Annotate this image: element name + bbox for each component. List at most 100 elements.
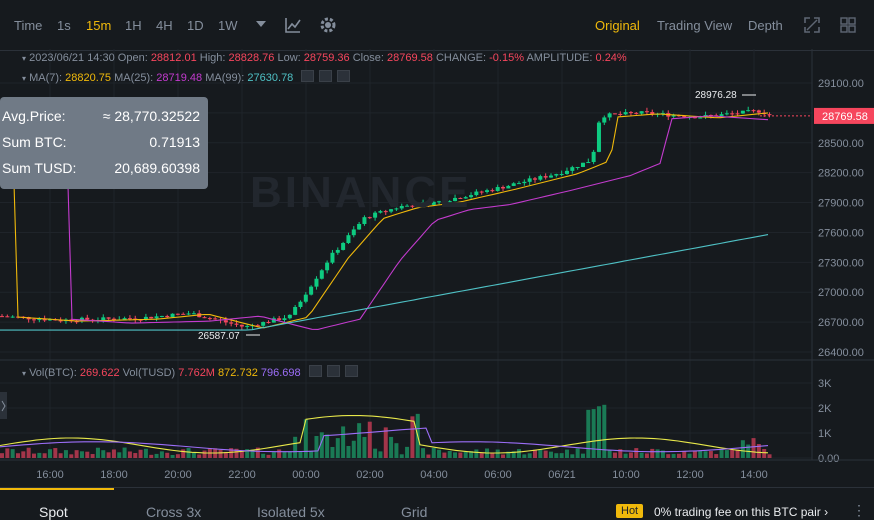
last-price-tag (814, 107, 874, 124)
volume-bar (117, 452, 122, 458)
ma99-line (0, 234, 769, 331)
vol-close-icon[interactable] (344, 365, 358, 377)
price-tick-label: 28500.00 (818, 138, 864, 150)
layout-grid-icon[interactable] (840, 17, 856, 33)
volume-bar (170, 454, 175, 458)
candle-body (607, 113, 612, 118)
vol-ma2-value: 796.698 (260, 367, 301, 379)
last-price-label: 28769.58 (822, 111, 868, 123)
view-depth[interactable]: Depth (748, 18, 783, 33)
high-value: 28828.76 (228, 52, 275, 64)
interval-1s[interactable]: 1s (57, 18, 71, 33)
candle-body (399, 205, 404, 209)
volume-bar (399, 454, 404, 458)
ma7-value: 28820.75 (65, 72, 112, 84)
volume-bar (197, 454, 202, 458)
candle-body (325, 262, 330, 271)
vol-settings-icon[interactable] (326, 365, 340, 377)
vol-tusd-value: 7.762M (178, 367, 215, 379)
tab-grid[interactable]: Grid (401, 504, 428, 520)
vol-eye-icon[interactable] (308, 365, 322, 377)
ma7-line (0, 112, 769, 329)
candle-body (191, 313, 196, 315)
price-tick-label: 27600.00 (818, 227, 864, 239)
candle-body (538, 176, 543, 180)
interval-1d[interactable]: 1D (187, 18, 204, 33)
view-original[interactable]: Original (595, 18, 640, 33)
candle-body (463, 197, 468, 199)
volume-bar (138, 449, 143, 458)
volume-bar (325, 434, 330, 458)
volume-bar (367, 421, 372, 458)
collapse-panel-handle[interactable] (0, 392, 8, 420)
candle-body (202, 317, 207, 319)
volume-bar (644, 453, 649, 458)
tab-cross[interactable]: Cross 3x (146, 504, 202, 520)
candle-body (175, 313, 180, 315)
candlestick-chart[interactable]: 29100.0028800.0028500.0028200.0027900.00… (0, 49, 874, 487)
candle-body (314, 278, 319, 287)
ma99-value: 27630.78 (247, 72, 294, 84)
interval-1w[interactable]: 1W (218, 18, 238, 33)
time-tick-label: 16:00 (36, 469, 64, 481)
volume-bar (612, 452, 617, 458)
volume-bar (474, 449, 479, 458)
volume-bar (165, 452, 170, 458)
candle-body (170, 313, 175, 318)
volume-bar (517, 449, 522, 458)
volume-bar (533, 449, 537, 458)
volume-bar (0, 453, 4, 458)
candle-body (319, 270, 324, 279)
candle-body (335, 249, 340, 253)
candle-body (154, 316, 159, 319)
indicator-icon[interactable] (284, 16, 302, 34)
ma25-value: 28719.48 (156, 72, 203, 84)
ma-close-icon[interactable] (337, 70, 351, 82)
candle-body (543, 176, 548, 178)
volume-bar (74, 450, 79, 458)
candle-body (495, 187, 500, 191)
candle-body (277, 318, 282, 321)
gear-icon[interactable] (319, 16, 337, 34)
interval-15m[interactable]: 15m (86, 18, 112, 33)
volume-bar (186, 448, 191, 458)
interval-4h[interactable]: 4H (156, 18, 173, 33)
volume-bar (335, 438, 340, 458)
volume-bar (479, 453, 484, 458)
candle-body (724, 113, 729, 115)
ma-eye-icon[interactable] (301, 70, 315, 82)
avg-price-value: ≈ 28,770.32522 (102, 108, 200, 124)
time-label[interactable]: Time (14, 18, 43, 33)
candle-body (580, 162, 585, 167)
tab-isolated[interactable]: Isolated 5x (257, 504, 325, 520)
fullscreen-icon[interactable] (804, 17, 820, 33)
candle-body (447, 201, 452, 203)
volume-bar (453, 452, 458, 458)
volume-bar (575, 448, 580, 458)
volume-bar (250, 449, 255, 458)
sum-tusd-value: 20,689.60398 (114, 160, 200, 176)
volume-bar (394, 443, 399, 458)
volume-bar (351, 440, 356, 458)
ma-settings-icon[interactable] (319, 70, 333, 82)
more-options-icon[interactable]: ⋮ (852, 502, 866, 518)
volume-bar (111, 449, 116, 458)
candle-body (271, 318, 276, 323)
candle-body (506, 185, 511, 189)
promo-link[interactable]: 0% trading fee on this BTC pair › (654, 505, 829, 519)
close-value: 28769.58 (386, 52, 433, 64)
volume-bar (287, 451, 292, 458)
interval-1h[interactable]: 1H (125, 18, 142, 33)
more-intervals-dropdown-icon[interactable] (255, 20, 267, 28)
candle-body (410, 205, 415, 207)
candle-body (548, 175, 553, 178)
hot-badge: Hot (616, 504, 644, 518)
view-trading-view[interactable]: Trading View (657, 18, 733, 33)
volume-bar (666, 454, 671, 458)
tab-spot[interactable]: Spot (39, 504, 68, 520)
volume-bar (458, 452, 463, 458)
candle-body (309, 286, 314, 295)
volume-bar (218, 449, 223, 458)
candle-body (682, 116, 687, 118)
volume-bar (421, 448, 426, 458)
